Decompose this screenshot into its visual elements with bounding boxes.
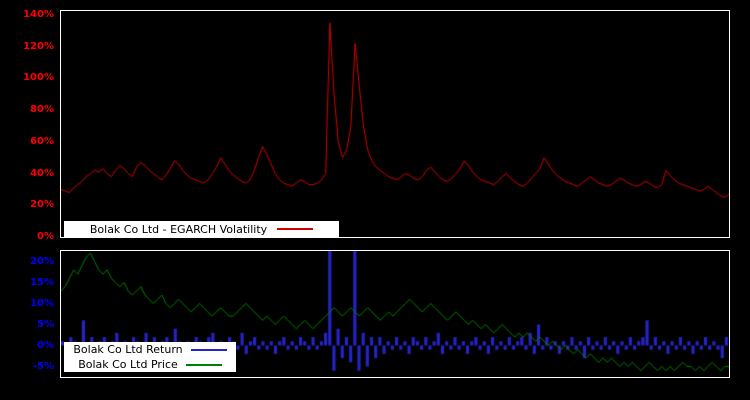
price-line-sample-icon [185, 363, 222, 366]
legend-label-return: Bolak Co Ltd Return [73, 343, 183, 356]
volatility-line-canvas [61, 11, 729, 237]
y-tick-label: -5% [32, 360, 54, 372]
y-tick-label: 15% [30, 276, 54, 288]
volatility-line-sample-icon [277, 228, 314, 230]
volatility-plot-area [60, 10, 730, 238]
y-tick-label: 20% [30, 199, 54, 211]
y-tick-label: 0% [37, 231, 54, 242]
legend-return-price: Bolak Co Ltd Return Bolak Co Ltd Price [64, 342, 236, 372]
y-tick-label: 140% [23, 8, 54, 20]
return-line-sample-icon [190, 348, 227, 351]
legend-row-return: Bolak Co Ltd Return [73, 343, 227, 356]
legend-label-price: Bolak Co Ltd Price [78, 358, 178, 371]
y-tick-label: 40% [30, 167, 54, 179]
legend-label-volatility: Bolak Co Ltd - EGARCH Volatility [89, 222, 268, 236]
y-tick-label: 120% [23, 40, 54, 52]
y-tick-label: 0% [37, 339, 54, 351]
y-tick-label: 10% [30, 297, 54, 309]
y-tick-label: 60% [30, 135, 54, 147]
legend-volatility: Bolak Co Ltd - EGARCH Volatility [64, 221, 339, 237]
legend-row-price: Bolak Co Ltd Price [78, 358, 222, 371]
y-tick-label: 100% [23, 72, 54, 84]
y-tick-label: 80% [30, 104, 54, 116]
y-tick-label: 20% [30, 255, 54, 267]
y-tick-label: 5% [37, 318, 54, 330]
